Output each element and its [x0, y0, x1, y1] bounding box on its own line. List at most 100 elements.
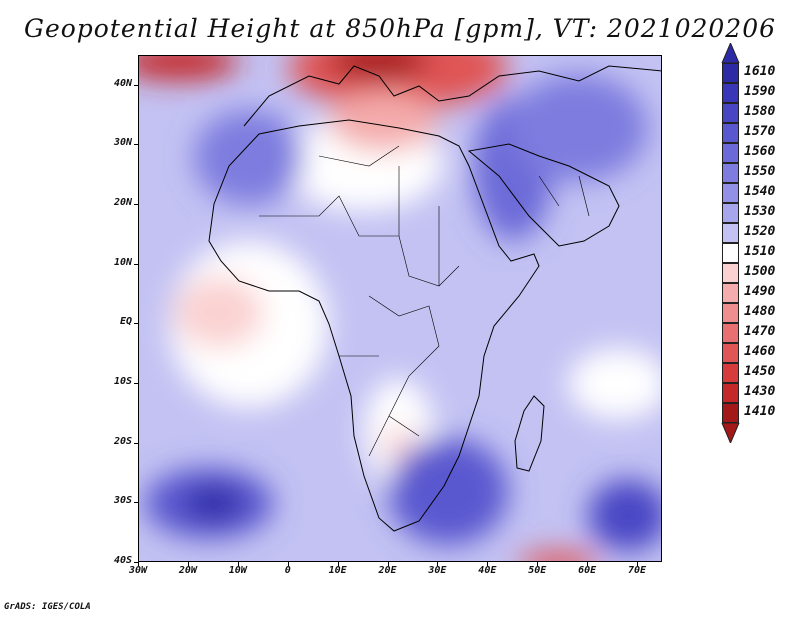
- lat-tick-label: 30S: [113, 495, 132, 507]
- lon-tick-label: 0: [284, 565, 291, 576]
- field-region-kalahari-pink: [383, 425, 414, 462]
- colorbar-level-label: 1580: [744, 104, 776, 119]
- colorbar-max-arrow: [721, 43, 740, 63]
- field-region-iran-blue: [508, 73, 649, 182]
- colorbar-level-label: 1490: [744, 284, 776, 299]
- lat-tick-label: 10N: [113, 256, 132, 268]
- africa-coastline: [208, 119, 540, 532]
- colorbar-level-label: 1500: [744, 264, 776, 279]
- lon-tick-mark: [237, 562, 239, 566]
- colorbar-swatch: [722, 183, 739, 203]
- colorbar-swatch: [722, 243, 739, 263]
- colorbar-level-label: 1430: [744, 384, 776, 399]
- colorbar-level-label: 1540: [744, 184, 776, 199]
- lon-tick-mark: [587, 562, 589, 566]
- lat-tick-label: EQ: [119, 316, 132, 328]
- colorbar-swatch: [722, 323, 739, 343]
- lon-tick-label: 20W: [178, 565, 197, 576]
- colorbar-level-label: 1520: [744, 224, 776, 239]
- lon-tick-mark: [138, 562, 139, 566]
- colorbar-level-label: 1530: [744, 204, 776, 219]
- lat-tick-mark: [134, 263, 138, 265]
- lat-tick-label: 10S: [113, 376, 132, 388]
- colorbar-level-label: 1480: [744, 304, 776, 319]
- lon-tick-label: 10E: [328, 565, 347, 576]
- colorbar-swatch: [722, 403, 739, 423]
- colorbar-swatch: [722, 343, 739, 363]
- lon-tick-mark: [487, 562, 489, 566]
- colorbar-level-label: 1410: [744, 404, 776, 419]
- lon-tick-label: 50E: [528, 565, 547, 576]
- credits-footer: GrADS: IGES/COLA: [4, 602, 91, 612]
- colorbar-swatch: [722, 143, 739, 163]
- colorbar-level-label: 1610: [744, 64, 776, 79]
- colorbar-swatch: [722, 203, 739, 223]
- lat-tick-label: 40S: [113, 555, 132, 566]
- page-title: Geopotential Height at 850hPa [gpm], VT:…: [23, 14, 777, 43]
- field-region-atlantic-eq-pink: [173, 276, 264, 349]
- lat-tick-label: 20S: [113, 435, 132, 447]
- colorbar-swatch: [722, 383, 739, 403]
- coastlines: [208, 65, 661, 532]
- lat-tick-mark: [134, 323, 138, 325]
- field-region-north-high-atlantic: [139, 56, 239, 80]
- lon-tick-mark: [287, 562, 289, 566]
- lat-tick-label: 40N: [113, 77, 132, 89]
- colorbar-level-label: 1590: [744, 84, 776, 99]
- colorbar-swatch: [722, 63, 739, 83]
- colorbar-level-label: 1570: [744, 124, 776, 139]
- colorbar-swatch: [722, 283, 739, 303]
- madagascar-coastline: [514, 395, 545, 472]
- lon-tick-mark: [337, 562, 339, 566]
- field-region-sahara-pink: [328, 91, 439, 152]
- field-region-north-high-core: [328, 56, 429, 80]
- field-region-south-high: [518, 551, 598, 561]
- lon-tick-label: 30W: [128, 565, 148, 576]
- colorbar-swatch: [722, 223, 739, 243]
- field-region-indian-south-blue: [588, 479, 661, 552]
- lat-tick-label: 20N: [113, 197, 132, 209]
- colorbar-level-label: 1450: [744, 364, 776, 379]
- colorbar-level-label: 1460: [744, 344, 776, 359]
- lon-tick-mark: [187, 562, 189, 566]
- colorbar-swatch: [722, 363, 739, 383]
- map-canvas: [139, 56, 661, 561]
- field-region-indian-ocean-white: [568, 348, 661, 420]
- field-region-nw-africa-blue: [193, 109, 304, 206]
- lon-tick-mark: [537, 562, 539, 566]
- lon-tick-label: 30E: [428, 565, 447, 576]
- lat-tick-mark: [134, 383, 138, 385]
- colorbar-swatch: [722, 303, 739, 323]
- lat-tick-mark: [134, 144, 138, 146]
- lat-tick-mark: [134, 502, 138, 504]
- lon-tick-label: 10W: [228, 565, 247, 576]
- lon-tick-mark: [437, 562, 439, 566]
- lat-tick-mark: [134, 204, 138, 206]
- europe-coastline: [243, 65, 661, 127]
- lat-tick-mark: [134, 84, 138, 86]
- lon-tick-label: 20E: [378, 565, 397, 576]
- lon-tick-label: 40E: [478, 565, 497, 576]
- colorbar-level-label: 1470: [744, 324, 776, 339]
- lat-tick-mark: [134, 442, 138, 444]
- colorbar-swatch: [722, 263, 739, 283]
- colorbar-swatch: [722, 103, 739, 123]
- colorbar-level-label: 1510: [744, 244, 776, 259]
- colorbar-level-label: 1550: [744, 164, 776, 179]
- field-region-south-africa-blue: [388, 437, 509, 546]
- map-plot-area: [138, 55, 662, 562]
- colorbar-swatch: [722, 123, 739, 143]
- lon-tick-mark: [387, 562, 389, 566]
- colorbar-min-arrow: [721, 423, 740, 443]
- colorbar-swatch: [722, 83, 739, 103]
- lon-tick-label: 70E: [628, 565, 647, 576]
- lon-tick-label: 60E: [578, 565, 597, 576]
- lat-tick-mark: [134, 562, 138, 563]
- height-field: [139, 56, 661, 561]
- arabia-coastline: [467, 143, 620, 247]
- field-region-atlantic-south-core: [183, 485, 244, 522]
- colorbar-level-label: 1560: [744, 144, 776, 159]
- lon-tick-mark: [637, 562, 639, 566]
- interior-borders: [259, 145, 590, 457]
- colorbar-swatch: [722, 163, 739, 183]
